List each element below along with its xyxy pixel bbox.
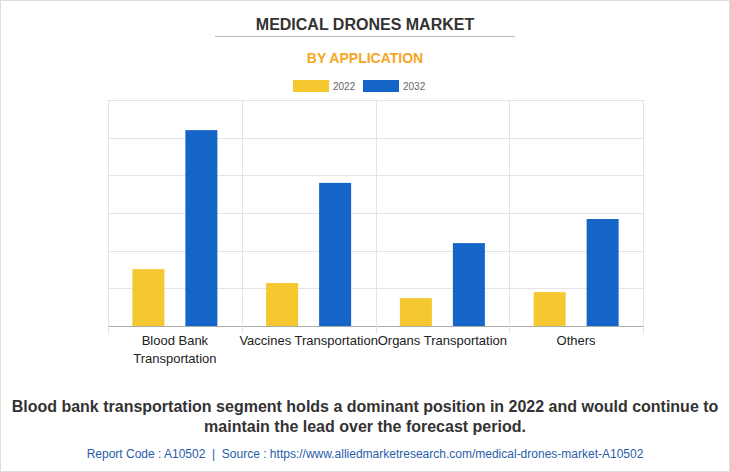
- title-rule: [215, 36, 515, 37]
- category-separator: [643, 100, 644, 334]
- grid-line: [108, 326, 643, 327]
- bar: [453, 243, 485, 326]
- title: MEDICAL DRONES MARKET: [256, 16, 475, 33]
- legend-swatch: [363, 80, 399, 92]
- bars: [132, 130, 618, 326]
- caption-line: maintain the lead over the forecast peri…: [204, 418, 526, 435]
- bar: [534, 292, 566, 326]
- caption-line: Blood bank transportation segment holds …: [12, 398, 719, 415]
- category-label: Blood Bank Transportation: [133, 333, 216, 366]
- category-line: Blood Bank: [142, 333, 209, 348]
- category-line: Others: [557, 333, 597, 348]
- footer: Report Code : A10502 | Source : https://…: [87, 447, 644, 461]
- bar: [266, 283, 298, 326]
- legend-label: 2032: [403, 81, 426, 92]
- frame: [1, 1, 730, 472]
- grid-line: [108, 100, 643, 101]
- bar: [400, 298, 432, 326]
- legend-swatch: [293, 80, 329, 92]
- category-label: Organs Transportation: [378, 333, 507, 348]
- category-separator: [509, 100, 510, 334]
- category-label: Vaccines Transportation: [239, 333, 378, 348]
- category-separator: [108, 100, 109, 334]
- category-separator: [376, 100, 377, 334]
- subtitle: BY APPLICATION: [307, 50, 423, 66]
- bar: [185, 130, 217, 326]
- category-line: Transportation: [133, 351, 216, 366]
- bar: [587, 219, 619, 326]
- bar: [132, 269, 164, 326]
- category-separator: [242, 100, 243, 334]
- category-label: Others: [557, 333, 597, 348]
- category-line: Organs Transportation: [378, 333, 507, 348]
- category-line: Vaccines Transportation: [239, 333, 378, 348]
- chart: MEDICAL DRONES MARKET BY APPLICATION 2022 2…: [0, 0, 730, 472]
- caption: Blood bank transportation segment holds …: [12, 398, 719, 435]
- bar: [319, 183, 351, 326]
- legend-label: 2022: [333, 81, 356, 92]
